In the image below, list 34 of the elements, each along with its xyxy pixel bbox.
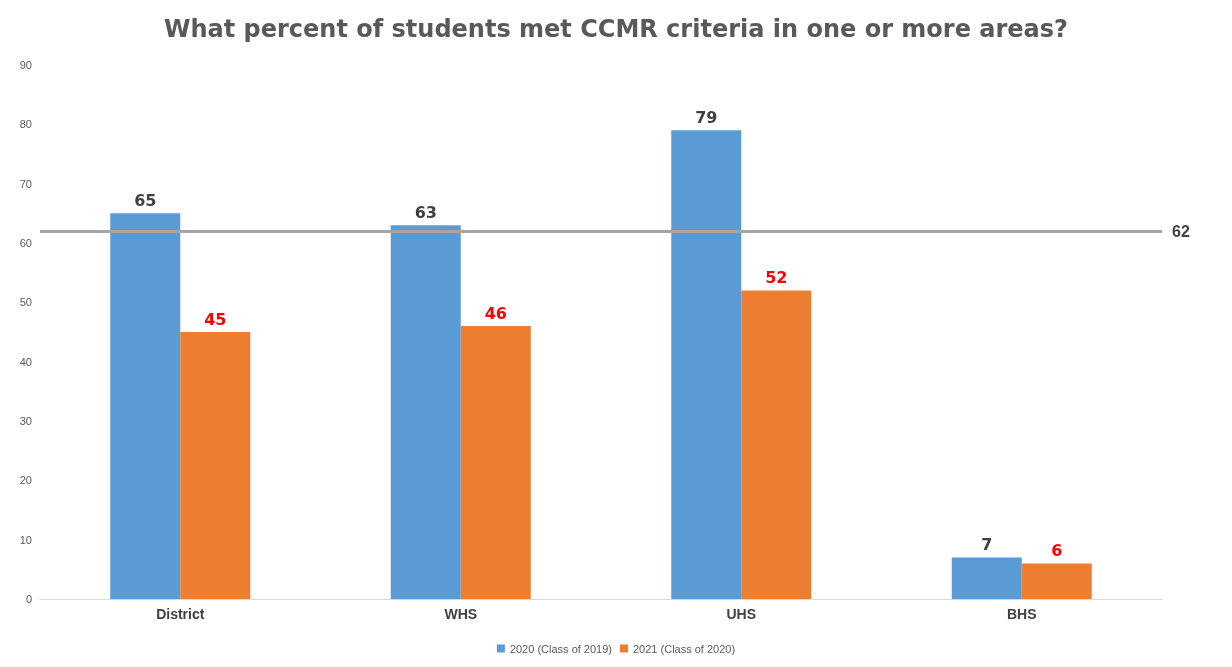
y-tick-label: 90 — [19, 59, 32, 71]
bar — [110, 213, 181, 599]
data-label: 45 — [204, 309, 227, 329]
y-tick-label: 40 — [19, 355, 32, 368]
y-tick-label: 20 — [19, 474, 32, 487]
legend-label: 2021 (Class of 2020) — [633, 642, 736, 655]
legend-label: 2020 (Class of 2019) — [509, 642, 613, 655]
bar — [671, 130, 742, 599]
bar — [951, 557, 1022, 599]
data-label: 63 — [414, 202, 437, 222]
bar — [741, 290, 812, 599]
y-tick-label: 10 — [19, 533, 32, 546]
x-tick-label: District — [156, 606, 205, 622]
x-tick-label: UHS — [726, 606, 757, 622]
ref-line-label: 62 — [1172, 222, 1190, 240]
y-tick-label: 30 — [19, 415, 32, 427]
data-label: 6 — [1051, 540, 1063, 560]
data-label: 7 — [981, 534, 993, 554]
y-tick-label: 50 — [19, 296, 32, 309]
data-label: 46 — [484, 303, 507, 323]
chart-title: What percent of students met CCMR criteria in one or more areas? — [163, 15, 1069, 43]
y-tick-label: 0 — [25, 593, 32, 605]
bar — [1021, 563, 1092, 599]
data-label: 79 — [695, 107, 718, 127]
y-tick-label: 70 — [19, 177, 32, 190]
x-tick-label: BHS — [1006, 606, 1037, 622]
y-tick-label: 60 — [19, 237, 32, 249]
bar — [180, 332, 251, 599]
data-label: 65 — [134, 190, 157, 210]
x-tick-label: WHS — [444, 606, 478, 622]
y-tick-label: 80 — [19, 118, 32, 131]
bar — [460, 326, 531, 599]
data-label: 52 — [765, 267, 788, 287]
bar — [390, 225, 461, 599]
